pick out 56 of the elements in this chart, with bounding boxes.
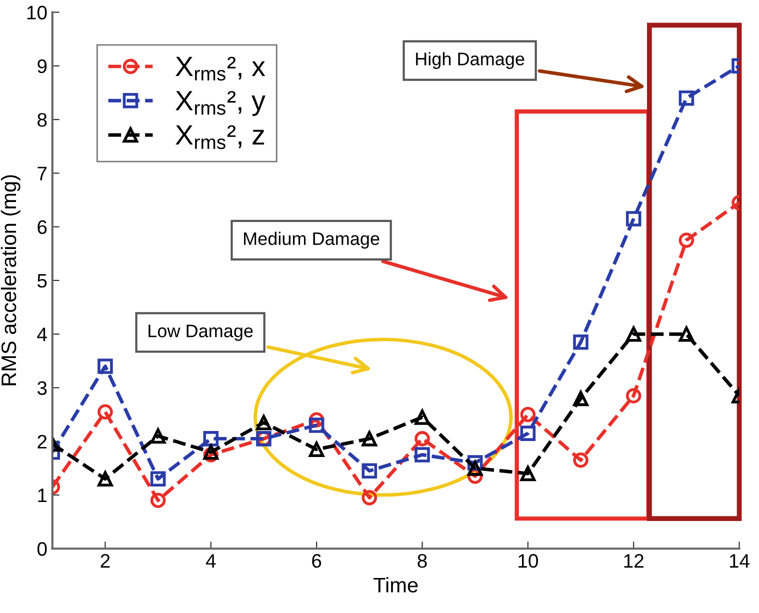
point bbox=[98, 404, 113, 420]
x-tick-label: 14 bbox=[730, 554, 750, 568]
x-tick-label: 6 bbox=[312, 554, 322, 568]
point bbox=[203, 431, 219, 446]
y-tick-label: 9 bbox=[38, 59, 47, 74]
point bbox=[98, 358, 113, 374]
point bbox=[308, 442, 324, 458]
point bbox=[98, 471, 113, 487]
point bbox=[150, 471, 166, 487]
annotation: Medium Damage bbox=[244, 232, 380, 249]
point bbox=[520, 406, 536, 422]
point bbox=[626, 211, 642, 226]
point bbox=[520, 426, 536, 441]
x-axis-title: Time bbox=[374, 577, 418, 592]
y-tick-label: 0 bbox=[37, 542, 47, 556]
y-tick-label: 3 bbox=[37, 381, 47, 395]
point bbox=[678, 232, 694, 248]
y-tick-label: 4 bbox=[37, 328, 47, 342]
point bbox=[308, 418, 324, 433]
legend-label: X$_{rms}$², z bbox=[176, 125, 264, 150]
point bbox=[520, 466, 536, 482]
x-tick-label: 8 bbox=[418, 554, 427, 568]
y-tick-label: 8 bbox=[38, 113, 47, 127]
annotation: Low Damage bbox=[148, 324, 253, 341]
point bbox=[573, 452, 588, 468]
y-axis-title: RMS acceleration (mg) bbox=[0, 175, 20, 386]
x-tick-label: 2 bbox=[100, 554, 110, 568]
point bbox=[362, 463, 378, 478]
y-tick-label: 10 bbox=[27, 6, 47, 20]
point bbox=[573, 390, 588, 406]
point bbox=[626, 326, 642, 342]
point bbox=[573, 334, 588, 350]
annotation: High Damage bbox=[416, 52, 524, 69]
x-tick-label: 4 bbox=[206, 554, 216, 568]
y-tick-label: 7 bbox=[38, 166, 47, 180]
legend-label: X$_{rms}$², y bbox=[176, 90, 266, 116]
y-tick-label: 2 bbox=[38, 434, 47, 448]
point bbox=[626, 388, 642, 404]
point bbox=[414, 410, 430, 425]
x-tick-label: 10 bbox=[518, 554, 538, 568]
point bbox=[256, 414, 272, 430]
y-tick-label: 6 bbox=[38, 220, 47, 234]
point bbox=[467, 460, 483, 476]
y-tick-label: 1 bbox=[38, 488, 47, 502]
y-tick-label: 5 bbox=[37, 274, 47, 288]
point bbox=[362, 431, 378, 446]
point bbox=[414, 447, 430, 462]
point bbox=[203, 444, 219, 460]
x-tick-label: 12 bbox=[624, 554, 644, 568]
point bbox=[150, 428, 166, 444]
legend-label: X$_{rms}$², x bbox=[176, 56, 266, 81]
point bbox=[678, 326, 694, 342]
point bbox=[678, 90, 694, 106]
point bbox=[150, 492, 166, 508]
point bbox=[362, 490, 378, 506]
point bbox=[414, 431, 430, 446]
